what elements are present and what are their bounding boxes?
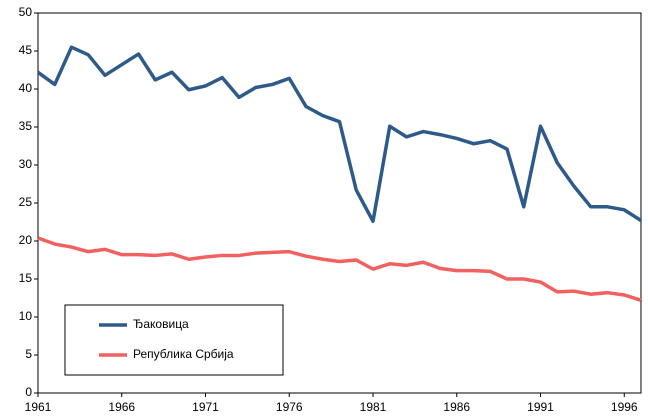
y-tick-label: 50 [19, 5, 33, 19]
y-tick-label: 5 [25, 347, 32, 361]
y-tick-label: 30 [19, 157, 33, 171]
y-tick-label: 35 [19, 119, 33, 133]
y-tick-label: 0 [25, 385, 32, 399]
x-tick-label: 1966 [108, 400, 135, 414]
x-tick-label: 1996 [611, 400, 638, 414]
x-tick-label: 1981 [360, 400, 387, 414]
legend-label: Република Србија [133, 347, 234, 361]
x-tick-label: 1971 [192, 400, 219, 414]
y-tick-label: 25 [19, 195, 33, 209]
y-tick-label: 45 [19, 43, 33, 57]
x-tick-label: 1991 [527, 400, 554, 414]
x-tick-label: 1976 [276, 400, 303, 414]
legend-box [64, 304, 284, 376]
x-tick-label: 1961 [25, 400, 52, 414]
series-line [36, 45, 642, 223]
y-tick-label: 20 [19, 233, 33, 247]
series-line [37, 236, 642, 302]
y-tick-label: 15 [19, 271, 33, 285]
x-tick-label: 1986 [443, 400, 470, 414]
y-tick-label: 40 [19, 81, 33, 95]
y-tick-label: 10 [19, 309, 33, 323]
legend-label: Ђаковица [133, 317, 189, 331]
